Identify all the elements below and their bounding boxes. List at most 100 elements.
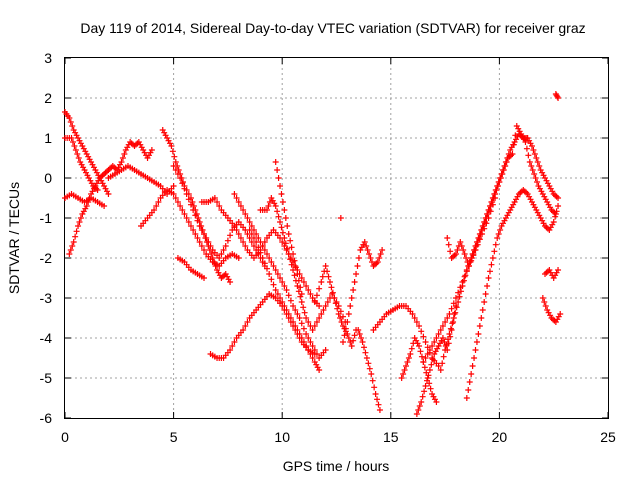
data-point [503, 159, 510, 165]
data-point [190, 203, 197, 209]
data-point [118, 159, 125, 165]
data-point [522, 139, 529, 145]
data-point [337, 215, 344, 221]
series-track-17 [337, 215, 344, 221]
data-point [119, 155, 126, 161]
data-point [181, 211, 188, 217]
data-point [169, 148, 176, 155]
data-point [345, 335, 352, 341]
data-point [240, 239, 247, 245]
data-point [334, 305, 341, 312]
data-point [72, 147, 79, 153]
data-point [244, 319, 251, 325]
data-point [442, 343, 449, 349]
data-point [296, 335, 303, 341]
data-point [467, 259, 474, 265]
data-point [311, 323, 318, 329]
data-point [452, 251, 459, 257]
data-point [421, 364, 428, 371]
data-point [153, 203, 160, 209]
data-point [292, 263, 299, 269]
data-point [259, 255, 266, 261]
data-point [290, 267, 297, 273]
series-track-15 [207, 291, 318, 361]
data-point [313, 319, 320, 325]
data-point [72, 233, 79, 240]
data-point [555, 203, 562, 209]
data-point [274, 291, 281, 297]
data-point [227, 279, 234, 285]
data-point [305, 319, 312, 325]
data-point [292, 327, 299, 333]
data-point [300, 325, 307, 332]
data-point [322, 347, 329, 353]
series-track-20 [370, 303, 442, 369]
data-point [266, 271, 273, 277]
y-tick-label: 2 [44, 90, 52, 106]
data-point [187, 201, 194, 208]
data-point [344, 319, 351, 325]
data-point [253, 239, 260, 245]
data-point [303, 283, 310, 289]
y-tick-label: -4 [40, 330, 53, 346]
data-point [94, 187, 101, 193]
data-point [351, 332, 358, 339]
data-point [359, 339, 366, 345]
data-point [482, 291, 489, 297]
data-point [233, 195, 240, 201]
data-point [231, 223, 238, 229]
data-point [422, 383, 429, 389]
data-point [476, 236, 483, 243]
data-point [442, 319, 449, 325]
data-point [461, 251, 468, 257]
data-point [478, 315, 485, 321]
data-point [530, 147, 537, 153]
data-point [179, 207, 186, 213]
data-point [489, 201, 496, 208]
x-tick-label: 20 [492, 429, 508, 445]
data-point [409, 311, 416, 317]
data-point [363, 243, 370, 249]
data-point [489, 199, 496, 205]
data-point [463, 268, 470, 275]
data-point [185, 196, 192, 203]
data-point [365, 360, 372, 367]
data-point [278, 224, 285, 231]
data-point [502, 163, 509, 169]
data-point [495, 231, 502, 237]
data-point [404, 359, 411, 365]
data-point [272, 267, 279, 273]
series-track-1 [62, 109, 112, 197]
data-point [170, 191, 177, 197]
data-point [542, 303, 549, 309]
data-point [439, 323, 446, 329]
data-point [450, 300, 457, 307]
data-point [237, 235, 244, 241]
data-point [222, 243, 229, 249]
data-point [355, 255, 362, 261]
data-point [172, 159, 179, 165]
data-point [475, 331, 482, 337]
y-tick-label: -5 [40, 370, 53, 386]
data-point [279, 239, 286, 245]
data-point [237, 203, 244, 209]
data-point [479, 307, 486, 313]
series-track-26 [420, 195, 499, 365]
data-point [552, 211, 559, 217]
data-point [439, 360, 446, 367]
data-point [488, 261, 495, 268]
data-point [105, 191, 112, 197]
data-point [73, 228, 80, 235]
data-point [484, 211, 491, 217]
data-point [235, 231, 242, 237]
data-point [263, 265, 270, 272]
data-point [296, 315, 303, 321]
data-point [433, 335, 440, 341]
data-point [224, 237, 231, 244]
data-point [218, 251, 225, 257]
data-point [291, 272, 298, 279]
data-point [268, 276, 275, 283]
data-point [283, 287, 290, 293]
data-point [366, 365, 373, 372]
data-point [424, 351, 431, 357]
